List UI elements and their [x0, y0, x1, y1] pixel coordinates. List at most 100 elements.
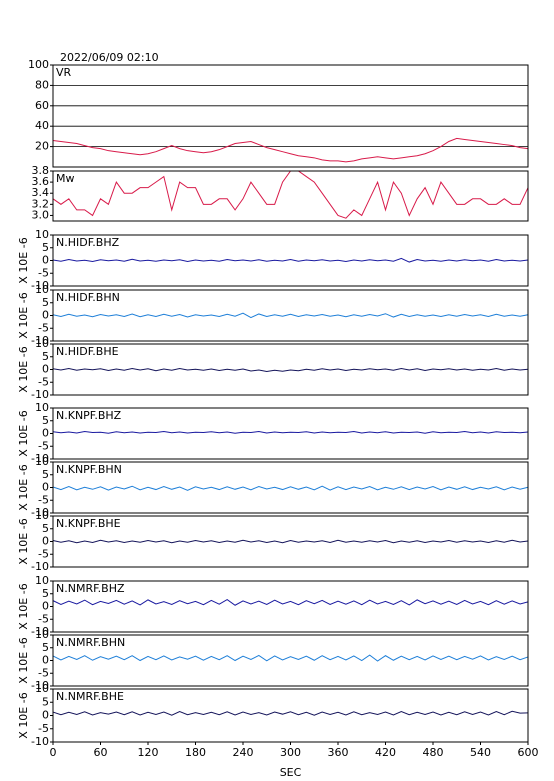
- panel-frame: [52, 234, 529, 287]
- x-tick-label: 600: [518, 746, 539, 759]
- y-tick-label: 3.0: [32, 208, 50, 221]
- trace-line: [52, 430, 529, 434]
- x-tick-label: 420: [375, 746, 396, 759]
- panel-frame: [52, 170, 529, 222]
- y-tick-label: 5: [42, 522, 49, 535]
- panel-label: N.KNPF.BHE: [56, 517, 121, 530]
- y-axis-label: X 10E -6: [17, 464, 30, 510]
- panel-frame: [52, 64, 529, 168]
- y-axis-label: X 10E -6: [17, 292, 30, 338]
- panel-frame: [52, 461, 529, 514]
- y-tick-label: 3.6: [32, 175, 50, 188]
- y-tick-label: 10: [35, 283, 49, 296]
- y-tick-label: 10: [35, 337, 49, 350]
- y-tick-label: 10: [35, 628, 49, 641]
- y-axis-label: X 10E -6: [17, 637, 30, 683]
- panel-label: Mw: [56, 172, 75, 185]
- y-tick-label: 5: [42, 296, 49, 309]
- x-tick-label: 120: [138, 746, 159, 759]
- panel-frame: [52, 343, 529, 396]
- y-tick-label: 10: [35, 455, 49, 468]
- panel-label: N.NMRF.BHE: [56, 690, 124, 703]
- chart-title: 2022/06/09 02:10: [60, 51, 159, 64]
- y-axis-label: X 10E -6: [17, 410, 30, 456]
- y-tick-label: -5: [38, 722, 49, 735]
- x-tick-label: 480: [423, 746, 444, 759]
- x-tick-label: 360: [328, 746, 349, 759]
- panel-label: N.HIDF.BHN: [56, 291, 120, 304]
- y-tick-label: -5: [38, 375, 49, 388]
- y-tick-label: 0: [42, 481, 49, 494]
- x-tick-label: 240: [233, 746, 254, 759]
- y-tick-label: 5: [42, 695, 49, 708]
- panel-frame: [52, 289, 529, 342]
- panel-frame: [52, 515, 529, 568]
- panel-frame: [52, 634, 529, 687]
- y-tick-label: 5: [42, 641, 49, 654]
- y-tick-label: -5: [38, 266, 49, 279]
- y-tick-label: 3.2: [32, 197, 50, 210]
- y-tick-label: -10: [31, 506, 49, 519]
- x-axis-label: SEC: [280, 766, 302, 779]
- x-tick-label: 540: [470, 746, 491, 759]
- y-tick-label: -10: [31, 279, 49, 292]
- trace-line: [52, 710, 529, 716]
- panel-label: VR: [56, 66, 72, 79]
- trace-line: [52, 599, 529, 606]
- y-tick-label: -10: [31, 452, 49, 465]
- y-tick-label: -10: [31, 735, 49, 748]
- y-tick-label: 10: [35, 401, 49, 414]
- y-tick-label: 10: [35, 228, 49, 241]
- y-tick-label: 0: [42, 254, 49, 267]
- y-tick-label: -10: [31, 334, 49, 347]
- y-tick-label: 0: [42, 363, 49, 376]
- x-tick-label: 180: [185, 746, 206, 759]
- y-axis-label: X 10E -6: [17, 583, 30, 629]
- y-tick-label: 5: [42, 468, 49, 481]
- y-tick-label: 0: [42, 427, 49, 440]
- panel-frame: [52, 688, 529, 743]
- y-tick-label: 5: [42, 587, 49, 600]
- y-tick-label: 10: [35, 509, 49, 522]
- y-tick-label: -5: [38, 439, 49, 452]
- panel-label: N.KNPF.BHZ: [56, 409, 122, 422]
- y-tick-label: 3.4: [32, 186, 50, 199]
- trace-line: [52, 654, 529, 662]
- y-tick-label: 60: [35, 99, 49, 112]
- panel-label: N.NMRF.BHZ: [56, 582, 125, 595]
- panel-frame: [52, 580, 529, 633]
- y-tick-label: -5: [38, 666, 49, 679]
- y-axis-label: X 10E -6: [17, 346, 30, 392]
- y-tick-label: 5: [42, 414, 49, 427]
- y-tick-label: -5: [38, 612, 49, 625]
- trace-line: [52, 312, 529, 319]
- y-axis-label: X 10E -6: [17, 518, 30, 564]
- y-tick-label: 0: [42, 654, 49, 667]
- panel-label: N.HIDF.BHE: [56, 345, 119, 358]
- trace-line: [52, 170, 529, 219]
- y-tick-label: 0: [42, 600, 49, 613]
- trace-line: [52, 137, 529, 163]
- panel-frame: [52, 407, 529, 460]
- y-tick-label: -10: [31, 388, 49, 401]
- y-tick-label: 20: [35, 140, 49, 153]
- y-tick-label: 80: [35, 78, 49, 91]
- panel-label: N.HIDF.BHZ: [56, 236, 120, 249]
- trace-line: [52, 257, 529, 263]
- panel-label: N.NMRF.BHN: [56, 636, 125, 649]
- y-tick-label: 10: [35, 574, 49, 587]
- y-tick-label: -10: [31, 560, 49, 573]
- x-tick-label: 0: [50, 746, 57, 759]
- trace-line: [52, 485, 529, 491]
- y-tick-label: -10: [31, 625, 49, 638]
- trace-line: [52, 539, 529, 544]
- x-tick-label: 300: [280, 746, 301, 759]
- y-tick-label: -5: [38, 321, 49, 334]
- x-tick-label: 60: [94, 746, 108, 759]
- y-tick-label: -10: [31, 679, 49, 692]
- y-tick-label: 100: [28, 58, 49, 71]
- y-tick-label: 3.8: [32, 164, 50, 177]
- trace-line: [52, 367, 529, 373]
- y-axis-label: X 10E -6: [17, 237, 30, 283]
- y-tick-label: -5: [38, 547, 49, 560]
